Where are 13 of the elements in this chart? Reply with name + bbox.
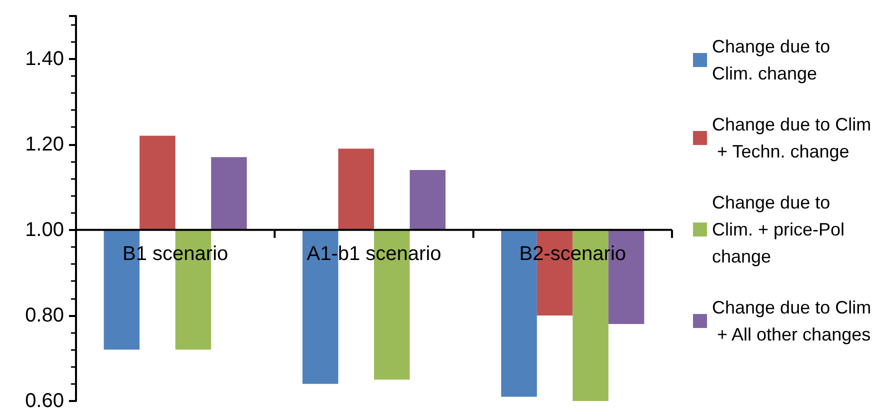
legend-label: Change due to Clim. change	[712, 36, 836, 84]
y-tick-label: 1.40	[25, 48, 64, 70]
bar	[140, 136, 176, 230]
y-tick-label: 1.00	[25, 218, 64, 241]
legend-label: Change due to Clim. + price-Pol change	[712, 192, 850, 266]
legend-label: Change due to Clim + All other changes	[712, 298, 872, 344]
bar	[338, 148, 374, 230]
bar	[211, 157, 247, 230]
y-tick-label: 1.20	[25, 133, 64, 156]
y-tick-label: 0.80	[25, 304, 64, 326]
legend-label: Change due to Clim + Techn. change	[712, 114, 872, 162]
bar	[410, 170, 446, 230]
y-tick-label: 0.60	[25, 390, 64, 412]
